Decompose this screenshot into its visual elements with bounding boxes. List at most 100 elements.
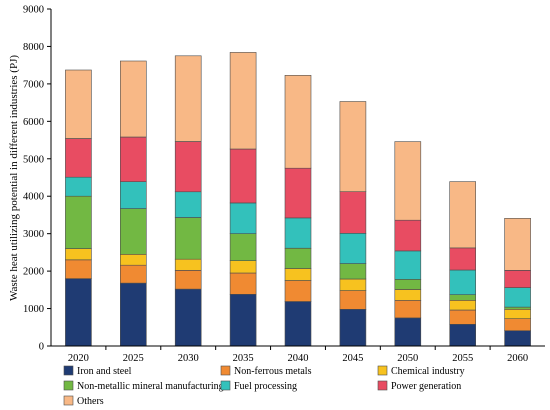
bar-segment-2035-0 <box>229 293 257 347</box>
bar-segment-2030-2 <box>174 258 202 271</box>
bar-segment-2045-3 <box>339 263 367 280</box>
bar-segment-2060-6 <box>504 218 531 271</box>
bar-segment-2040-4 <box>284 217 312 249</box>
y-tick-label: 4000 <box>23 192 44 203</box>
bar-segment-2060-2 <box>504 308 531 319</box>
bar-segment-2025-6 <box>120 60 147 138</box>
legend-swatch-2 <box>377 365 388 376</box>
legend-swatch-6 <box>63 395 74 406</box>
x-tick-label: 2055 <box>452 353 473 364</box>
bar-segment-2025-3 <box>120 208 147 255</box>
bar-segment-2060-3 <box>504 306 531 310</box>
bar-segment-2020-2 <box>65 248 92 261</box>
bar-segment-2020-1 <box>65 259 92 279</box>
x-tick-label: 2045 <box>342 353 363 364</box>
bar-segment-2040-2 <box>284 268 312 281</box>
legend-label-2: Chemical industry <box>391 366 465 377</box>
bar-segment-2025-1 <box>120 264 147 284</box>
bar-segment-2030-4 <box>174 191 202 218</box>
legend-swatch-1 <box>220 365 231 376</box>
bar-segment-2040-0 <box>284 301 312 347</box>
y-tick-label: 3000 <box>23 229 44 240</box>
bar-segment-2035-5 <box>229 148 257 204</box>
bars-group <box>65 52 531 347</box>
bar-segment-2030-1 <box>174 270 202 290</box>
bar-segment-2060-5 <box>504 270 531 288</box>
bar-segment-2040-5 <box>284 167 312 219</box>
axes-group: 2020 2025 2030 2035 2040 2045 2050 2055 2060 0 100… <box>23 5 545 364</box>
bar-segment-2020-4 <box>65 176 92 197</box>
legend-label-6: Others <box>77 396 104 407</box>
bar-segment-2055-1 <box>449 309 477 325</box>
bar-segment-2055-3 <box>449 294 477 301</box>
bar-segment-2040-3 <box>284 248 312 269</box>
legend-swatch-4 <box>220 380 231 391</box>
bar-segment-2060-1 <box>504 318 531 332</box>
x-tick-label: 2020 <box>68 353 89 364</box>
bar-segment-2050-5 <box>394 219 422 252</box>
x-tick-label: 2025 <box>123 353 144 364</box>
legend-label-0: Iron and steel <box>77 366 132 377</box>
bar-segment-2030-6 <box>174 55 202 142</box>
bar-segment-2020-3 <box>65 195 92 249</box>
bar-segment-2020-0 <box>65 278 92 347</box>
bar-segment-2050-3 <box>394 278 422 290</box>
legend-label-3: Non-metallic mineral manufacturing <box>77 381 224 392</box>
bar-segment-2045-2 <box>339 278 367 291</box>
y-tick-label: 6000 <box>23 117 44 128</box>
bar-segment-2050-2 <box>394 289 422 301</box>
y-axis-label: Waste heat utilizing potential in differ… <box>8 55 20 301</box>
bar-segment-2050-0 <box>394 317 422 347</box>
bar-segment-2035-2 <box>229 260 257 274</box>
bar-segment-2055-0 <box>449 323 477 347</box>
y-tick-label: 2000 <box>23 267 44 278</box>
bar-segment-2060-0 <box>504 330 531 347</box>
bar-segment-2035-3 <box>229 233 257 261</box>
y-tick-label: 8000 <box>23 42 44 53</box>
legend-swatch-3 <box>63 380 74 391</box>
bar-segment-2045-0 <box>339 308 367 347</box>
bar-segment-2025-0 <box>120 282 147 347</box>
x-tick-label: 2050 <box>397 353 418 364</box>
x-tick-label: 2030 <box>178 353 199 364</box>
bar-segment-2050-4 <box>394 250 422 280</box>
x-tick-label: 2040 <box>288 353 309 364</box>
bar-segment-2025-2 <box>120 254 147 266</box>
y-tick-label: 1000 <box>23 304 44 315</box>
bar-segment-2060-4 <box>504 287 531 308</box>
y-tick-label: 0 <box>39 342 44 353</box>
bar-segment-2045-5 <box>339 191 367 234</box>
legend-label-4: Fuel processing <box>234 381 297 392</box>
bar-segment-2050-6 <box>394 141 422 221</box>
bar-segment-2045-4 <box>339 233 367 264</box>
bar-segment-2030-3 <box>174 217 202 260</box>
x-tick-label: 2060 <box>507 353 528 364</box>
legend-label-5: Power generation <box>391 381 461 392</box>
legend-swatch-5 <box>377 380 388 391</box>
y-tick-label: 9000 <box>23 5 44 16</box>
bar-segment-2040-1 <box>284 280 312 302</box>
bar-segment-2020-5 <box>65 138 92 178</box>
legend-swatch-0 <box>63 365 74 376</box>
bar-segment-2030-5 <box>174 141 202 193</box>
bar-segment-2035-6 <box>229 52 257 150</box>
bar-segment-2025-5 <box>120 136 147 183</box>
bar-segment-2055-6 <box>449 181 477 249</box>
y-tick-label: 7000 <box>23 79 44 90</box>
x-tick-label: 2035 <box>233 353 254 364</box>
bar-segment-2045-1 <box>339 290 367 310</box>
legend-label-1: Non-ferrous metals <box>234 366 312 377</box>
legend: Iron and steel Non-ferrous metals Chemical… <box>63 365 465 407</box>
bar-segment-2030-0 <box>174 288 202 347</box>
bar-segment-2020-6 <box>65 69 92 139</box>
bar-segment-2050-1 <box>394 299 422 319</box>
bar-segment-2035-1 <box>229 272 257 295</box>
y-tick-label: 5000 <box>23 154 44 165</box>
bar-segment-2055-4 <box>449 269 477 296</box>
bar-segment-2025-4 <box>120 181 147 209</box>
bar-segment-2045-6 <box>339 101 367 192</box>
bar-segment-2055-2 <box>449 299 477 311</box>
bar-segment-2040-6 <box>284 75 312 169</box>
bar-segment-2055-5 <box>449 247 477 271</box>
